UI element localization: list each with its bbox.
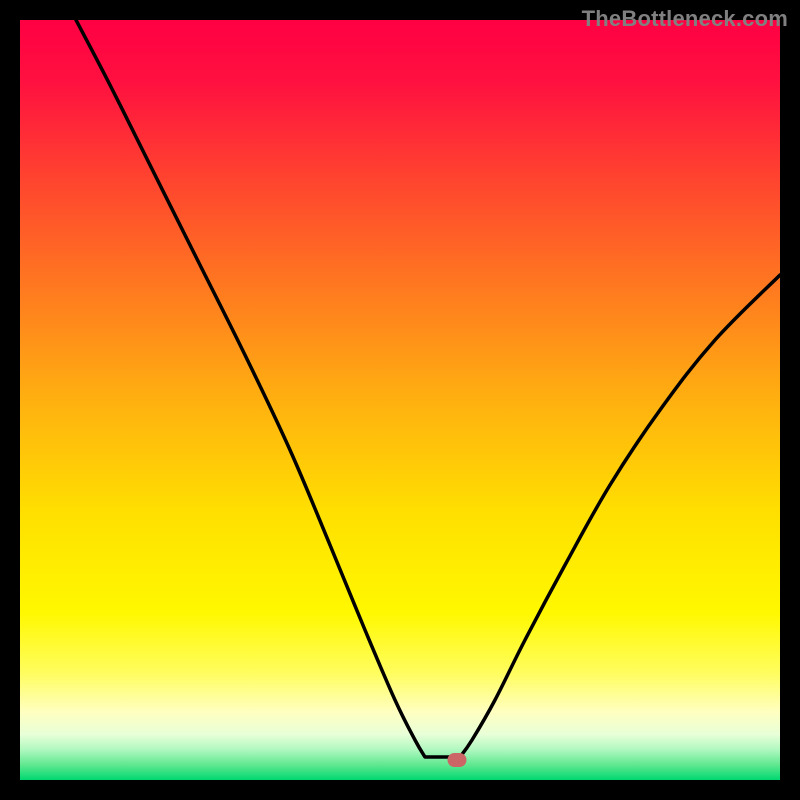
gradient-background bbox=[20, 20, 780, 780]
chart-container: TheBottleneck.com bbox=[0, 0, 800, 800]
watermark-text: TheBottleneck.com bbox=[582, 6, 788, 32]
optimal-point-marker bbox=[448, 753, 467, 767]
plot-area bbox=[20, 20, 780, 780]
